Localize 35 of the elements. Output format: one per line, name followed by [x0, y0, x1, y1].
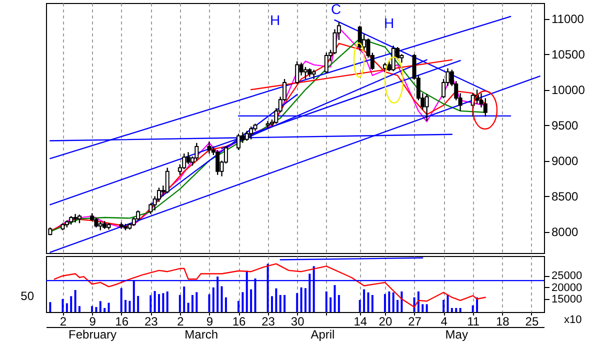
- x2-tick-label: April: [310, 328, 335, 342]
- x-tick-label: 14: [354, 314, 368, 328]
- x-tick-label: 9: [89, 314, 96, 328]
- x-tick-label: 2: [60, 314, 67, 328]
- y-axis-title: x10: [564, 314, 582, 326]
- y-tick-label: 8000: [552, 225, 579, 240]
- x-tick-label: 25: [525, 314, 539, 328]
- x2-tick-label: May: [445, 328, 468, 342]
- y-tick-label: 10000: [552, 83, 586, 98]
- x2-tick-label: February: [68, 328, 117, 342]
- x-tick-label: 11: [467, 314, 480, 328]
- x-tick-label: 4: [440, 314, 448, 328]
- y-tick-label: 11000: [552, 12, 584, 26]
- x-tick-label: 18: [496, 314, 510, 328]
- y-tick-label: 9500: [552, 118, 579, 133]
- x-tick-label: 16: [115, 314, 129, 328]
- y-tick-label: 20000: [552, 282, 582, 294]
- x-tick-label: 20: [378, 314, 392, 328]
- annotation: H: [270, 12, 280, 28]
- x2-tick-label: March: [184, 328, 218, 342]
- y-tick-label: 9000: [552, 154, 579, 168]
- y-tick-label: 8500: [552, 190, 579, 204]
- annotation: H: [384, 15, 394, 31]
- y-tick-label: 25000: [552, 270, 582, 282]
- annotation: C: [330, 1, 342, 17]
- text: 50: [20, 289, 34, 303]
- x-tick-label: 16: [232, 314, 246, 328]
- y-tick-label: 15000: [552, 294, 582, 306]
- y-tick-label: 10500: [552, 48, 586, 62]
- x-tick-label: 27: [408, 314, 422, 328]
- x-tick-label: 23: [262, 314, 276, 328]
- x-tick-label: 23: [144, 314, 158, 328]
- x-tick-label: 30: [290, 314, 305, 328]
- x-tick-label: 2: [177, 314, 184, 328]
- x-tick-label: 9: [206, 314, 214, 328]
